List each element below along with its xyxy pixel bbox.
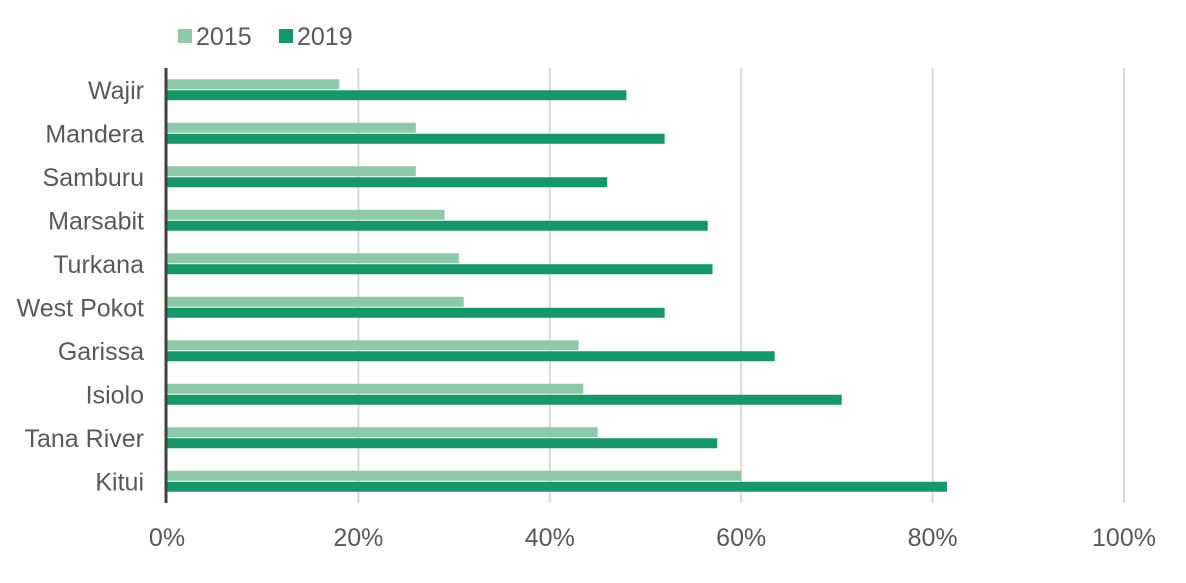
category-label-west-pokot: West Pokot bbox=[17, 294, 144, 322]
legend-swatch-2019 bbox=[279, 29, 293, 43]
bar-turkana-2019 bbox=[167, 264, 713, 275]
category-label-isiolo: Isiolo bbox=[86, 381, 144, 409]
bar-marsabit-2019 bbox=[167, 220, 708, 231]
bar-wajir-2015 bbox=[167, 79, 340, 90]
bar-west-pokot-2015 bbox=[167, 296, 464, 307]
bar-marsabit-2015 bbox=[167, 209, 445, 220]
tick-label-80pct: 80% bbox=[908, 524, 958, 552]
category-label-mandera: Mandera bbox=[45, 120, 144, 148]
tick-labels: 0% 20% 40% 60% 80% 100% bbox=[149, 524, 1156, 552]
bar-mandera-2015 bbox=[167, 122, 416, 133]
tick-label-20pct: 20% bbox=[333, 524, 383, 552]
tick-label-0pct: 0% bbox=[149, 524, 185, 552]
tick-label-40pct: 40% bbox=[525, 524, 575, 552]
category-label-marsabit: Marsabit bbox=[48, 207, 144, 235]
bar-turkana-2015 bbox=[167, 253, 459, 264]
category-label-wajir: Wajir bbox=[88, 77, 144, 105]
legend-label-2019: 2019 bbox=[297, 23, 353, 51]
category-labels: Wajir Mandera Samburu Marsabit Turkana West P… bbox=[17, 77, 144, 497]
bar-tana-river-2015 bbox=[167, 427, 598, 438]
bar-wajir-2019 bbox=[167, 90, 627, 101]
legend-swatch-2015 bbox=[178, 29, 192, 43]
bar-kitui-2015 bbox=[167, 470, 742, 481]
bar-samburu-2019 bbox=[167, 177, 608, 188]
bar-tana-river-2019 bbox=[167, 438, 718, 449]
tick-label-100pct: 100% bbox=[1092, 524, 1156, 552]
bar-kitui-2019 bbox=[167, 481, 947, 492]
legend-label-2015: 2015 bbox=[196, 23, 252, 51]
tick-label-60pct: 60% bbox=[716, 524, 766, 552]
bars bbox=[167, 79, 947, 492]
bar-west-pokot-2019 bbox=[167, 307, 665, 318]
category-label-tana-river: Tana River bbox=[25, 425, 145, 453]
category-label-kitui: Kitui bbox=[95, 468, 144, 496]
bar-garissa-2019 bbox=[167, 351, 775, 362]
category-label-turkana: Turkana bbox=[53, 251, 144, 279]
bar-garissa-2015 bbox=[167, 340, 579, 351]
bar-mandera-2019 bbox=[167, 133, 665, 144]
bar-samburu-2015 bbox=[167, 166, 416, 177]
gridlines bbox=[357, 68, 1125, 503]
bar-isiolo-2015 bbox=[167, 383, 584, 394]
category-label-samburu: Samburu bbox=[43, 164, 144, 192]
category-label-garissa: Garissa bbox=[58, 338, 144, 366]
bar-isiolo-2019 bbox=[167, 394, 842, 405]
legend: 2015 2019 bbox=[178, 23, 353, 51]
